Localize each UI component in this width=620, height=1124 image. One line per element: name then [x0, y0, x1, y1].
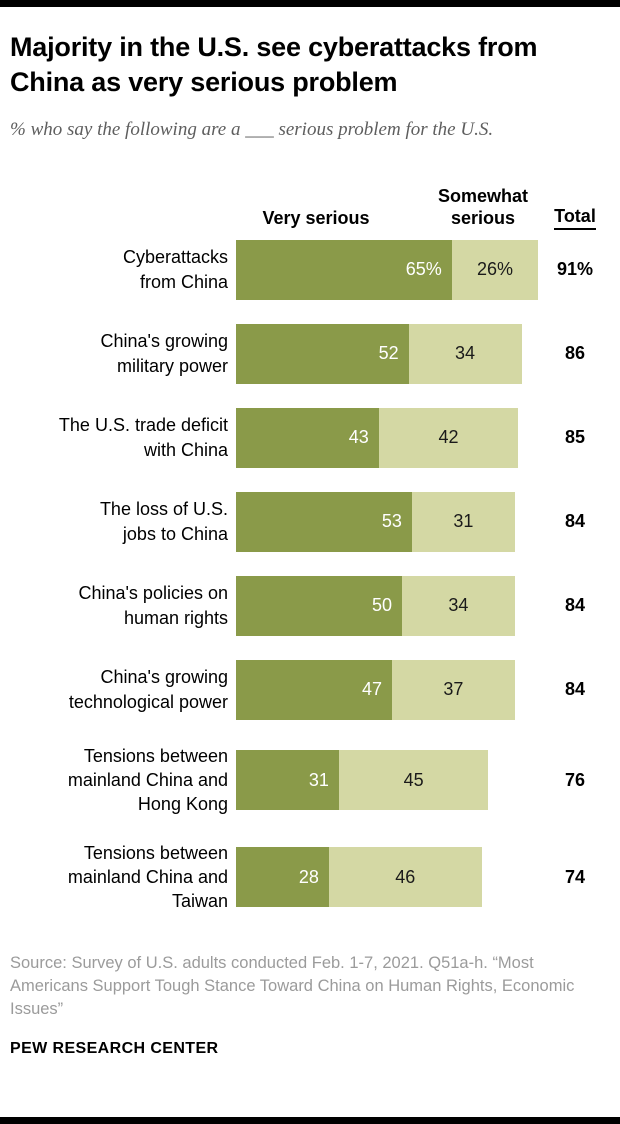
total-value: 84	[564, 679, 586, 700]
somewhat-serious-bar: 42	[378, 407, 519, 468]
somewhat-serious-bar: 45	[338, 750, 489, 811]
series-headers: Very serious Somewhat serious	[236, 178, 542, 230]
very-serious-value: 53	[381, 511, 402, 532]
somewhat-serious-bar: 34	[402, 575, 515, 636]
total-value: 85	[564, 427, 586, 448]
somewhat-serious-value: 31	[453, 511, 474, 532]
pew-footer: PEW RESEARCH CENTER	[10, 1039, 219, 1057]
very-serious-value: 43	[348, 427, 369, 448]
very-serious-value: 28	[298, 866, 319, 887]
header-total: Total	[554, 206, 596, 230]
somewhat-serious-value: 34	[448, 595, 469, 616]
stacked-bar: 43 42	[236, 407, 542, 468]
very-serious-value: 31	[308, 769, 329, 790]
total-value: 91%	[556, 259, 594, 280]
chart-row: The loss of U.S. jobs to China 53 31 84	[10, 491, 608, 552]
chart-subtitle: % who say the following are a ___ seriou…	[10, 119, 494, 141]
chart-row: China's growing technological power 47 37 8…	[10, 659, 608, 720]
total-value: 84	[564, 511, 586, 532]
very-serious-value: 47	[362, 679, 383, 700]
stacked-bar: 65% 26%	[236, 239, 542, 300]
chart-row: Tensions between mainland China and Taiw…	[10, 841, 608, 914]
header-somewhat-serious: Somewhat serious	[437, 185, 529, 229]
very-serious-value: 65%	[405, 259, 442, 280]
stacked-bar: 47 37	[236, 659, 542, 720]
very-serious-bar: 52	[236, 323, 409, 384]
chart-header-row: Very serious Somewhat serious Total	[10, 178, 608, 230]
somewhat-serious-bar: 31	[411, 491, 515, 552]
bottom-rule	[0, 1117, 620, 1124]
header-very-serious: Very serious	[262, 208, 370, 229]
very-serious-bar: 43	[236, 407, 379, 468]
very-serious-bar: 50	[236, 575, 402, 636]
chart-row: Tensions between mainland China and Hong…	[10, 744, 608, 817]
category-label: China's growing technological power	[68, 667, 228, 712]
somewhat-serious-bar: 46	[328, 847, 482, 908]
stacked-bar: 53 31	[236, 491, 542, 552]
stacked-bar: 31 45	[236, 750, 542, 811]
somewhat-serious-bar: 37	[392, 659, 515, 720]
category-label: Tensions between mainland China and Taiw…	[67, 842, 228, 912]
category-label: The loss of U.S. jobs to China	[99, 499, 228, 544]
very-serious-bar: 65%	[236, 239, 452, 300]
somewhat-serious-bar: 26%	[451, 239, 539, 300]
stacked-bar: 52 34	[236, 323, 542, 384]
source-note: Source: Survey of U.S. adults conducted …	[10, 953, 575, 1019]
very-serious-value: 52	[378, 343, 399, 364]
chart-rows: Cyberattacks from China 65% 26% 91% China's …	[10, 239, 608, 914]
chart-row: China's growing military power 52 34 86	[10, 323, 608, 384]
somewhat-serious-value: 45	[403, 769, 424, 790]
category-label: China's policies on human rights	[78, 583, 228, 628]
total-header-cell: Total	[542, 206, 608, 230]
stacked-bar: 50 34	[236, 575, 542, 636]
very-serious-value: 50	[371, 595, 392, 616]
somewhat-serious-value: 42	[438, 427, 459, 448]
total-value: 86	[564, 343, 586, 364]
category-label: The U.S. trade deficit with China	[58, 415, 228, 460]
category-label: Cyberattacks from China	[122, 247, 228, 292]
report-card: Majority in the U.S. see cyberattacks fr…	[10, 32, 608, 1057]
category-label: Tensions between mainland China and Hong…	[67, 745, 228, 815]
very-serious-bar: 47	[236, 659, 393, 720]
stacked-bar-chart: Very serious Somewhat serious Total Cybe…	[10, 178, 608, 914]
somewhat-serious-value: 37	[443, 679, 464, 700]
chart-row: China's policies on human rights 50 34 84	[10, 575, 608, 636]
somewhat-serious-value: 26%	[476, 259, 513, 280]
top-rule	[0, 0, 620, 7]
somewhat-serious-bar: 34	[408, 323, 522, 384]
page-title: Majority in the U.S. see cyberattacks fr…	[10, 32, 538, 98]
very-serious-bar: 28	[236, 847, 329, 908]
category-label: China's growing military power	[100, 331, 228, 376]
chart-row: The U.S. trade deficit with China 43 42 85	[10, 407, 608, 468]
stacked-bar: 28 46	[236, 847, 542, 908]
total-value: 74	[564, 866, 586, 887]
total-value: 76	[564, 769, 586, 790]
total-value: 84	[564, 595, 586, 616]
very-serious-bar: 31	[236, 750, 339, 811]
chart-row: Cyberattacks from China 65% 26% 91%	[10, 239, 608, 300]
very-serious-bar: 53	[236, 491, 412, 552]
somewhat-serious-value: 34	[455, 343, 476, 364]
somewhat-serious-value: 46	[395, 866, 416, 887]
